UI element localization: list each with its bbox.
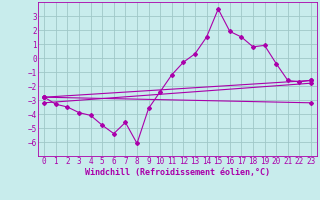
- X-axis label: Windchill (Refroidissement éolien,°C): Windchill (Refroidissement éolien,°C): [85, 168, 270, 177]
